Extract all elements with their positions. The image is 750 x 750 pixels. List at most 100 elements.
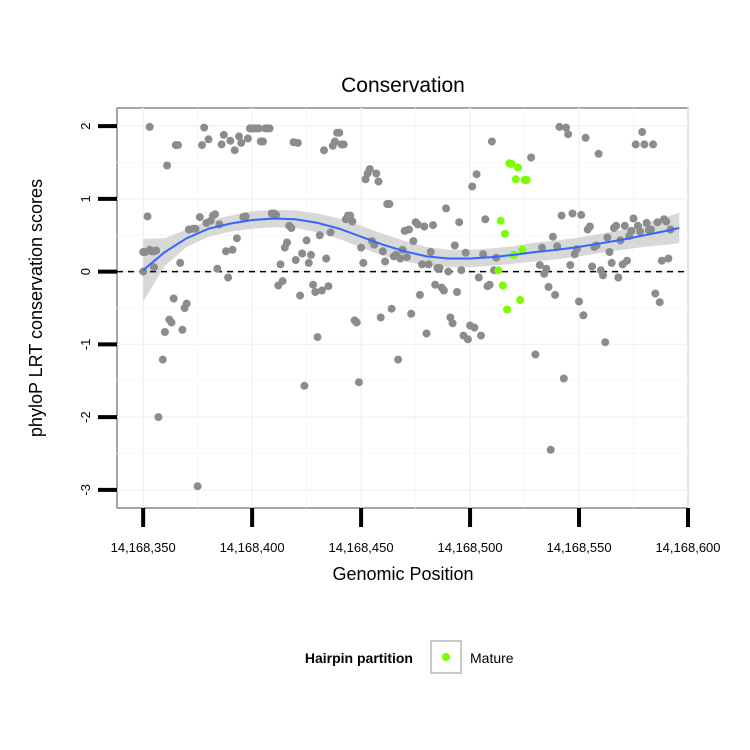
mature-point (511, 175, 520, 184)
data-point (354, 378, 363, 387)
data-point (599, 271, 607, 280)
data-point (559, 374, 568, 383)
data-point (385, 200, 394, 208)
data-point (620, 221, 629, 230)
y-tick-label: -2 (78, 411, 93, 423)
data-point (200, 123, 209, 132)
confidence-ribbon-layer (143, 209, 680, 302)
data-point (307, 250, 315, 259)
data-point (636, 227, 645, 236)
data-point (531, 350, 540, 359)
data-point (548, 232, 557, 241)
y-tick-label: -3 (78, 484, 93, 496)
data-point (195, 213, 204, 222)
data-point (226, 136, 235, 145)
data-point (418, 260, 427, 269)
smooth-fit-line (142, 217, 680, 271)
data-point (407, 309, 416, 318)
data-point (309, 280, 318, 289)
data-point (485, 280, 494, 289)
data-point (657, 256, 666, 265)
data-point (642, 218, 651, 227)
data-point (169, 294, 178, 303)
data-point (651, 289, 660, 298)
data-point (167, 318, 176, 327)
mature-point (518, 245, 527, 254)
legend: Hairpin partition Mature (305, 640, 514, 674)
data-point (664, 254, 673, 263)
data-point (605, 248, 614, 256)
data-point (468, 182, 477, 191)
data-point (603, 233, 612, 242)
smooth-line-layer (142, 217, 680, 271)
data-point (579, 311, 588, 320)
data-point (381, 257, 390, 266)
data-point (566, 261, 575, 270)
data-point (555, 122, 564, 131)
data-point (230, 146, 239, 155)
data-point (219, 130, 228, 139)
data-point (302, 236, 311, 245)
x-axis-label: Genomic Position (332, 564, 473, 584)
data-point (607, 258, 616, 267)
data-point (420, 222, 429, 231)
mature-point (514, 163, 522, 172)
data-point (235, 132, 243, 141)
grid-lines (117, 108, 689, 508)
data-point (378, 247, 387, 256)
x-tick-label: 14,168,500 (438, 540, 503, 555)
data-point (655, 298, 664, 307)
data-point (222, 247, 230, 256)
data-point (317, 286, 326, 295)
data-point (568, 209, 577, 218)
data-point (304, 258, 313, 267)
data-point (150, 263, 158, 272)
data-point (629, 214, 638, 223)
data-point (217, 140, 226, 149)
data-point (481, 215, 490, 224)
x-tick-label: 14,168,600 (655, 540, 720, 555)
data-point (649, 140, 658, 149)
data-point (372, 169, 381, 178)
data-point (394, 355, 403, 364)
data-point (322, 254, 331, 263)
data-point (450, 241, 459, 250)
data-point (320, 146, 328, 155)
mature-point (500, 229, 509, 238)
data-point (448, 319, 457, 328)
data-point (224, 273, 233, 282)
y-tick-label: 0 (78, 268, 93, 275)
data-point (335, 128, 344, 137)
data-point (293, 138, 302, 147)
confidence-ribbon (143, 209, 680, 302)
data-point (145, 122, 154, 131)
data-point (594, 149, 603, 158)
data-point (585, 222, 594, 231)
data-point (422, 329, 431, 338)
data-point (232, 234, 241, 243)
mature-point (496, 216, 505, 225)
data-point (326, 228, 335, 237)
data-point (365, 165, 374, 174)
data-point (211, 210, 220, 219)
data-point (426, 248, 435, 256)
data-point (588, 262, 597, 271)
x-tick-label: 14,168,450 (329, 540, 394, 555)
mature-point (503, 305, 512, 314)
data-point (601, 338, 610, 347)
data-point (474, 273, 483, 282)
data-point (542, 264, 551, 273)
data-point (413, 220, 422, 229)
data-point (272, 210, 281, 219)
data-point (311, 288, 320, 296)
data-point (538, 243, 546, 252)
data-point (627, 226, 636, 235)
data-point (191, 224, 200, 233)
data-point (254, 124, 263, 133)
data-point (623, 256, 631, 265)
mature-point (498, 281, 507, 290)
data-point (479, 250, 488, 259)
data-point (439, 286, 448, 295)
data-point (470, 323, 479, 332)
